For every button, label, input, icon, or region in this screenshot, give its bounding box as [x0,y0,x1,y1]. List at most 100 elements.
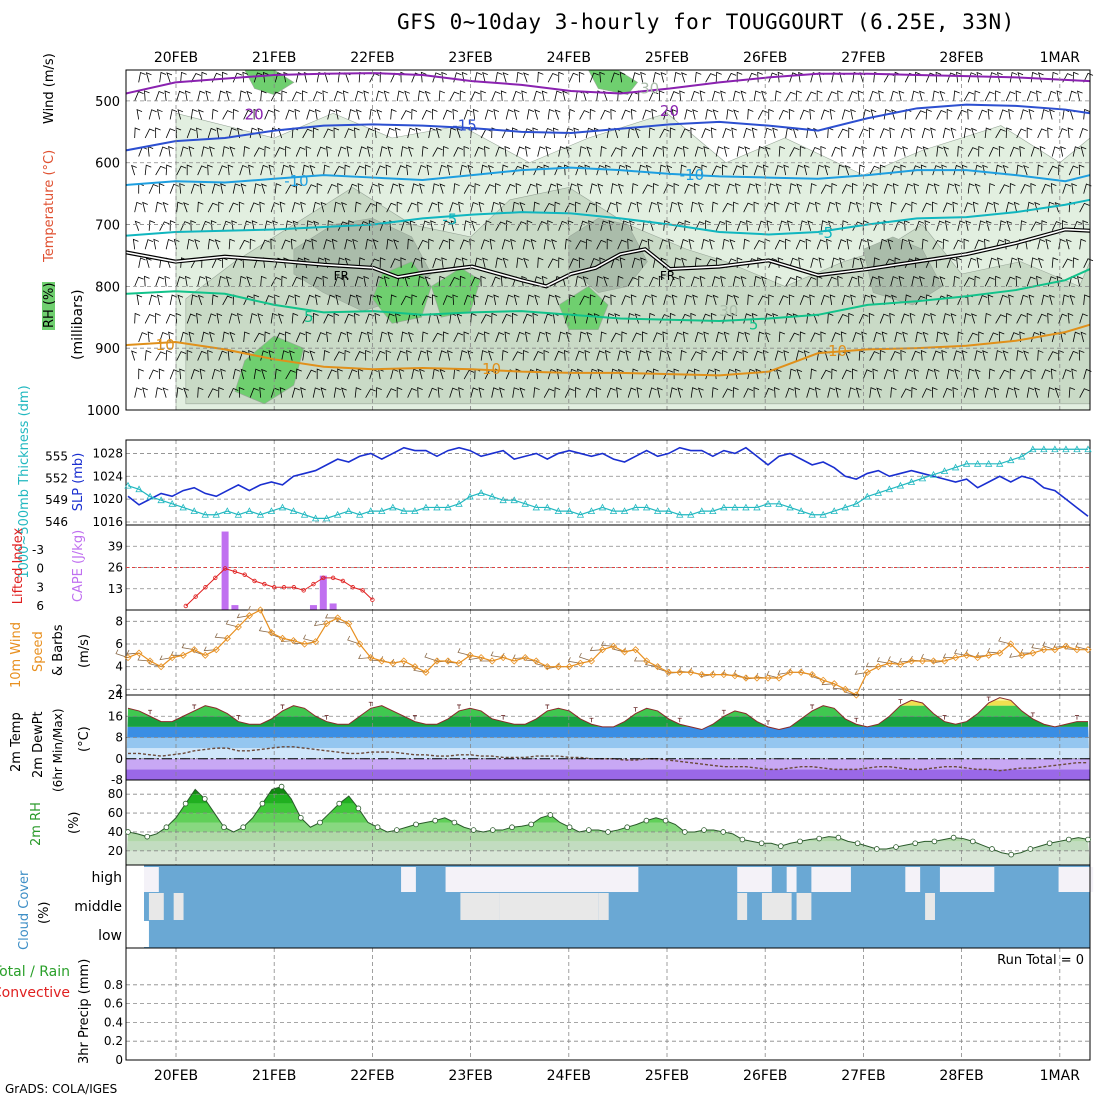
precip-tick-label: 0.6 [104,997,123,1011]
lifted-index-point [330,575,336,581]
wind-tick-label: 4 [115,660,123,674]
cape-axis-label: CAPE (J/kg) [71,530,86,602]
lifted-index-point [321,575,326,581]
thickness-point [1051,445,1059,453]
isotherm-line [125,103,1091,152]
cloud-gap [925,893,935,920]
max-temp-mark [457,704,462,709]
contour-label: -10 [680,166,705,184]
max-temp-mark [412,715,417,720]
cloud-gap [737,867,772,892]
thickness-point [345,507,353,514]
thickness-point [311,514,320,522]
rh-point [278,783,285,790]
temp-tick-label: 16 [108,709,123,723]
thickness-point [665,507,673,514]
contour-label: 10 [828,342,847,360]
thickness-point [168,499,176,507]
wind-speed-point [996,649,1004,657]
lifted-index-point [183,603,189,609]
pressure-tick-label: 500 [95,95,120,110]
thickness-point [356,510,364,518]
rh-point [451,819,458,826]
thickness-point [521,499,529,507]
date-label-top: 24FEB [547,50,591,66]
rh-point [1046,840,1053,847]
thickness-point [146,492,154,500]
contour-label: 5 [304,308,314,326]
wind-speed-point [565,663,573,671]
temp-tick-label: 0 [115,752,123,766]
rh-point [720,829,726,835]
wind-speed-point [852,691,860,699]
wind-speed-point [742,674,750,682]
max-temp-mark [942,715,947,720]
thickness-point [554,507,563,514]
wind-speed-point [278,634,287,642]
lifted-index-point [262,581,267,587]
temp-axis-label-4: (°C) [77,726,92,752]
thickness-axis-label: 1000~500mb Thickness (dm) [17,385,32,578]
lifted-index-point [370,597,375,602]
date-label-top: 21FEB [252,50,296,66]
rh-tick-label: 40 [108,825,123,839]
rh-point [393,827,400,833]
date-label-top: 28FEB [939,50,983,66]
rh-point [374,824,381,831]
thickness-point [764,499,772,507]
rh-point [528,821,534,828]
wind-speed-point [1062,642,1070,650]
wind-speed-point [190,646,198,654]
date-label-top: 1MAR [1040,50,1081,66]
thickness-point [1062,445,1070,453]
cloud-axis-label: Cloud Cover [17,870,32,950]
date-label-top: 22FEB [350,50,394,66]
wind-speed-point [775,674,783,682]
slp-tick-label: 1024 [92,469,123,483]
wind-axis-label-4: (m/s) [77,634,92,668]
pressure-tick-label: 600 [95,157,120,172]
date-label-top: 23FEB [448,50,492,66]
lifted-index-point [301,588,306,593]
thickness-point [687,510,695,518]
cloud-gap [1058,867,1094,892]
date-label-top: 25FEB [645,50,689,66]
rh-point [739,836,746,843]
date-label-bottom: 21FEB [252,1068,296,1084]
thickness-line [127,448,1088,519]
thickness-point [510,496,518,504]
wind-speed-point [378,657,386,665]
rh-point [969,838,976,845]
pressure-tick-label: 700 [95,219,120,234]
cape-tick-label: 26 [108,561,123,575]
max-temp-mark [324,715,329,720]
li-tick-label: -3 [32,543,44,557]
thickness-point [444,503,452,511]
wind-speed-point [830,680,838,688]
date-label-top: 26FEB [743,50,787,66]
max-temp-mark [501,715,506,720]
cape-bar [319,575,327,610]
thickness-point [929,470,938,478]
thickness-point [488,492,496,500]
thickness-point [896,481,905,489]
wind-speed-point [786,668,794,676]
slp-tick-label: 1016 [92,515,123,529]
max-temp-mark [986,696,991,701]
wind-speed-point [1007,640,1015,648]
slp-tick-label: 1028 [92,446,123,460]
cloud-gap [786,867,797,892]
cape-bar [221,531,229,610]
thickness-point [808,510,816,518]
cloud-level-label: high [91,870,122,886]
temp-axis-label-3: (6hr Min/Max) [51,709,65,793]
thickness-point [962,459,971,467]
date-label-bottom: 25FEB [645,1068,689,1084]
thickness-point [996,459,1004,467]
cape-bar [309,605,317,610]
pressure-tick-label: 800 [95,280,120,295]
thickness-point [278,503,287,511]
rh-point [144,833,151,840]
cape-tick-label: 13 [108,582,123,596]
wind-speed-point [952,654,960,662]
